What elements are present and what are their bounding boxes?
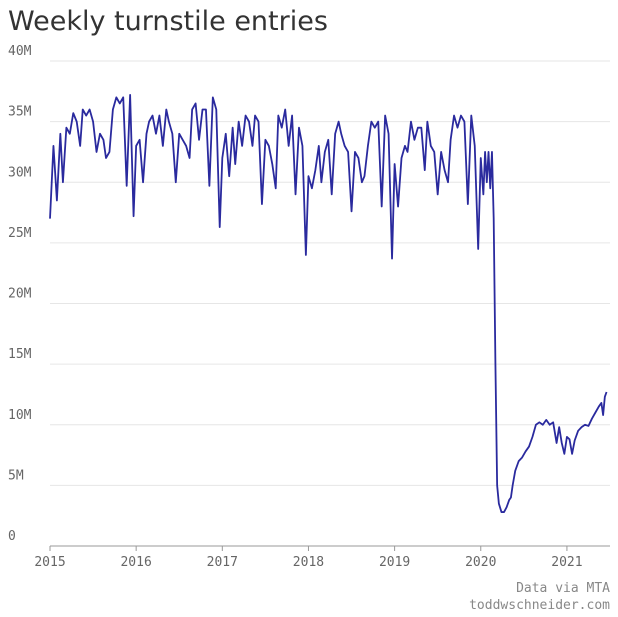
y-tick-label: 5M: [8, 468, 24, 483]
credit-note: toddwschneider.com: [469, 598, 610, 613]
y-tick-label: 20M: [8, 287, 32, 302]
x-tick-label: 2016: [120, 555, 151, 570]
data-line: [49, 94, 608, 513]
x-tick-label: 2021: [551, 555, 582, 570]
x-tick-label: 2015: [34, 555, 65, 570]
y-tick-label: 10M: [8, 408, 32, 423]
x-tick-label: 2017: [207, 555, 238, 570]
y-tick-label: 0: [8, 529, 16, 544]
chart-title: Weekly turnstile entries: [8, 6, 328, 37]
source-note: Data via MTA: [516, 581, 610, 596]
y-tick-label: 40M: [8, 44, 32, 59]
y-tick-label: 15M: [8, 347, 32, 362]
x-tick-label: 2018: [293, 555, 324, 570]
y-tick-label: 35M: [8, 105, 32, 120]
x-tick-label: 2020: [465, 555, 496, 570]
y-tick-label: 30M: [8, 165, 32, 180]
y-tick-label: 25M: [8, 226, 32, 241]
x-tick-label: 2019: [379, 555, 410, 570]
